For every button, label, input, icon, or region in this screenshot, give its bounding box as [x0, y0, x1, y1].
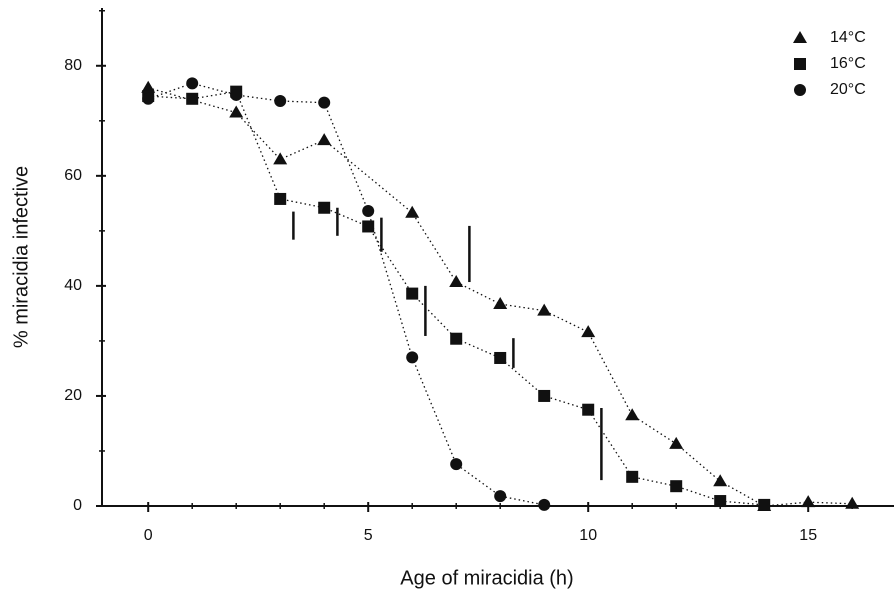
marker-triangle — [405, 205, 420, 218]
legend-label: 16°C — [830, 55, 866, 72]
marker-square — [714, 495, 727, 508]
x-tick-label: 5 — [364, 527, 373, 544]
marker-square — [450, 332, 463, 345]
marker-circle — [362, 205, 375, 218]
marker-square — [794, 58, 806, 70]
marker-square — [406, 287, 419, 300]
marker-circle — [274, 94, 287, 107]
y-tick-label: 0 — [73, 497, 82, 514]
marker-circle — [186, 77, 199, 90]
marker-triangle — [669, 436, 684, 449]
x-tick-label: 15 — [799, 527, 817, 544]
y-axis-title: % miracidia infective — [10, 166, 32, 348]
marker-circle — [406, 351, 419, 364]
marker-triangle — [537, 303, 552, 316]
marker-triangle — [801, 495, 816, 508]
marker-square — [670, 480, 683, 493]
marker-circle — [494, 490, 507, 503]
marker-circle — [794, 84, 806, 96]
y-tick-label: 20 — [64, 387, 82, 404]
marker-triangle — [713, 474, 728, 487]
series-line — [148, 90, 765, 506]
x-tick-label: 10 — [579, 527, 597, 544]
marker-square — [318, 201, 331, 214]
marker-triangle — [317, 133, 332, 146]
marker-triangle — [449, 275, 464, 288]
legend-label: 20°C — [830, 81, 866, 98]
marker-square — [538, 389, 551, 402]
marker-square — [626, 470, 639, 483]
marker-triangle — [229, 105, 244, 118]
series-line — [148, 87, 853, 507]
marker-square — [582, 403, 595, 416]
marker-square — [362, 220, 375, 233]
marker-triangle — [845, 496, 860, 509]
marker-triangle — [141, 80, 156, 93]
x-axis-title: Age of miracidia (h) — [400, 567, 573, 589]
legend-label: 14°C — [830, 29, 866, 46]
marker-triangle — [493, 297, 508, 310]
marker-square — [186, 92, 199, 105]
marker-circle — [450, 458, 463, 471]
marker-circle — [538, 498, 551, 511]
series-line — [147, 82, 545, 506]
y-tick-label: 80 — [64, 57, 82, 74]
marker-circle — [230, 88, 243, 101]
marker-triangle — [581, 325, 596, 338]
marker-triangle — [273, 152, 288, 165]
marker-square — [758, 498, 771, 511]
marker-square — [494, 351, 507, 364]
y-tick-label: 40 — [64, 277, 82, 294]
x-tick-label: 0 — [144, 527, 153, 544]
marker-square — [274, 192, 287, 205]
marker-circle — [318, 96, 331, 109]
marker-triangle — [625, 408, 640, 421]
y-tick-label: 60 — [64, 167, 82, 184]
marker-circle — [142, 92, 155, 105]
marker-triangle — [793, 31, 807, 43]
